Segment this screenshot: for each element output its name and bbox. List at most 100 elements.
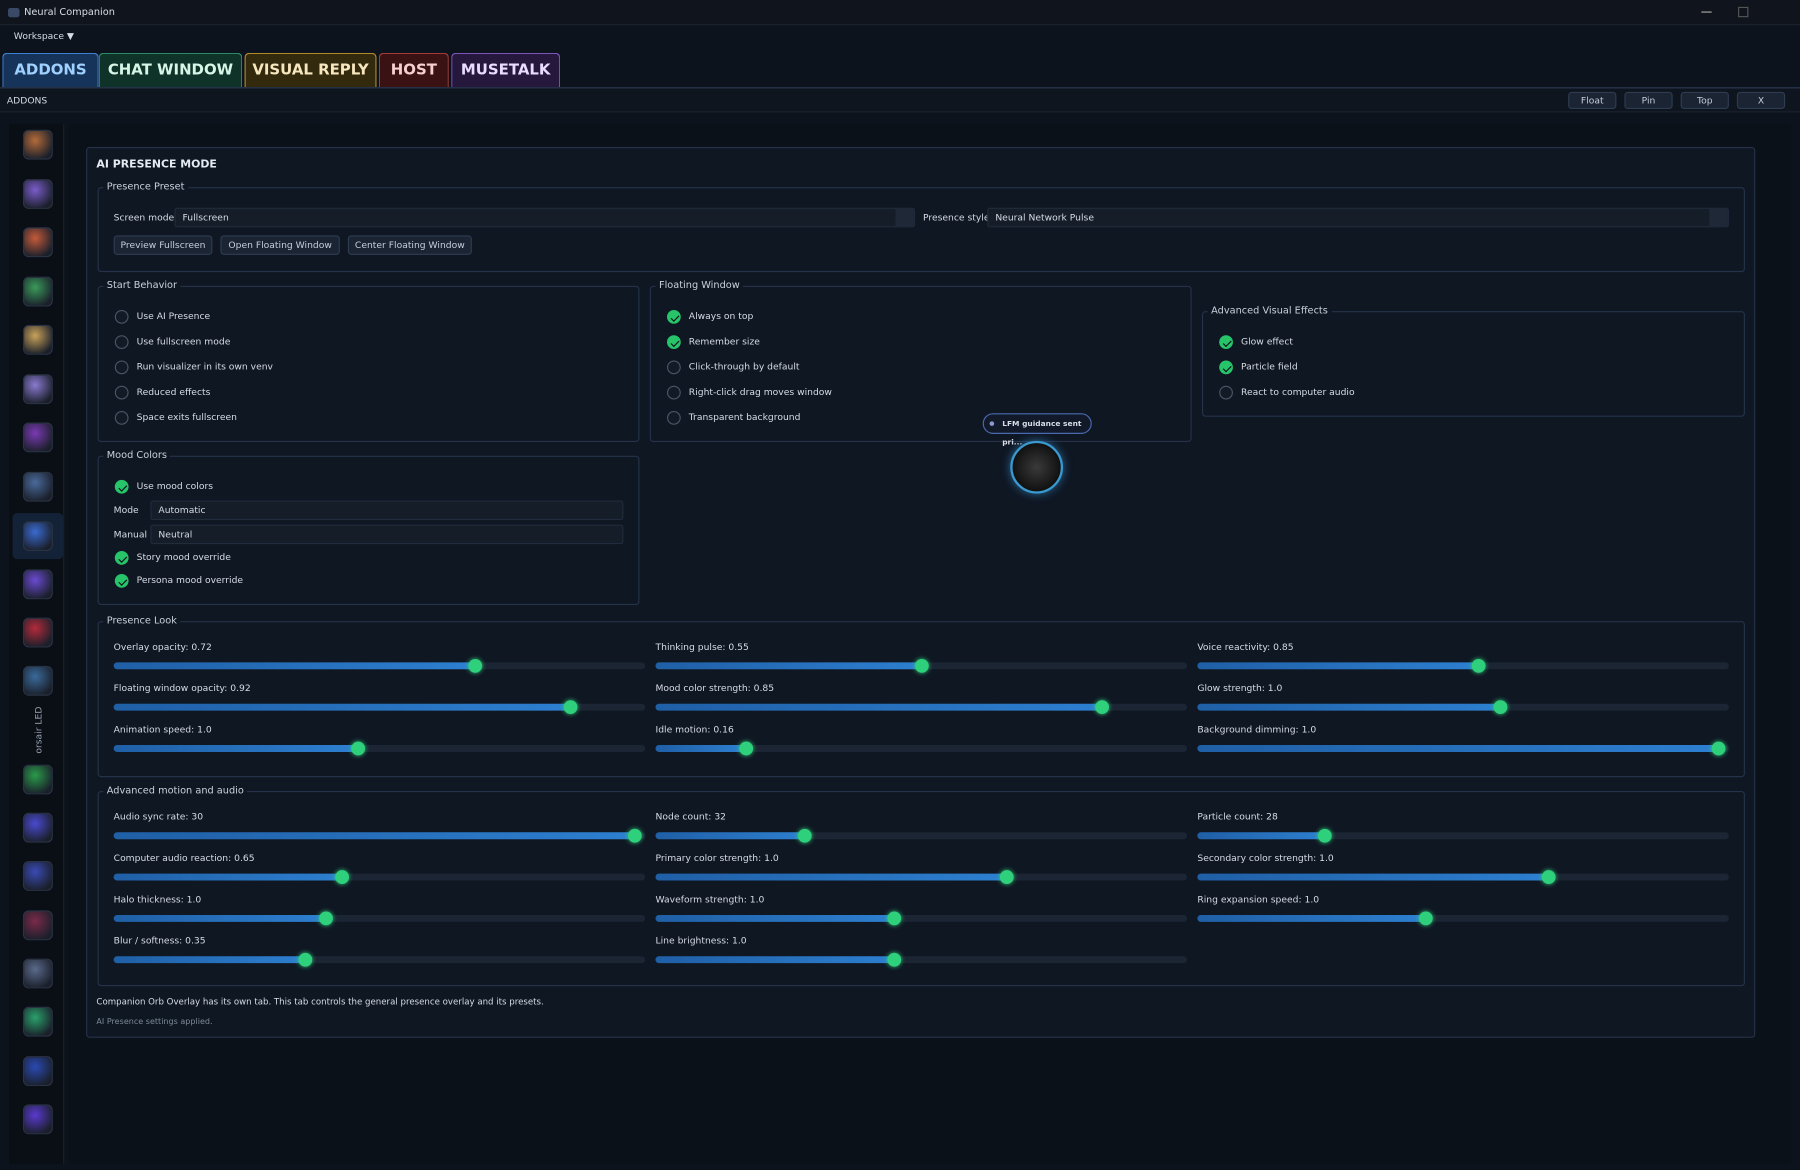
- sidebar-icon[interactable]: [22, 958, 53, 989]
- sidebar-icon[interactable]: [22, 617, 53, 648]
- slider-track[interactable]: [113, 741, 646, 756]
- slider-handle[interactable]: [1711, 741, 1726, 756]
- slider-handle[interactable]: [1493, 700, 1508, 715]
- sidebar-icon[interactable]: [22, 569, 53, 600]
- sidebar-icon[interactable]: [22, 179, 53, 209]
- slider-handle[interactable]: [797, 828, 812, 843]
- sidebar-icon[interactable]: [22, 812, 53, 843]
- checkbox-label[interactable]: Remember size: [688, 336, 760, 347]
- checkbox[interactable]: [666, 309, 681, 324]
- sidebar-icon[interactable]: [22, 276, 53, 307]
- slider-handle[interactable]: [563, 700, 578, 715]
- checkbox-label[interactable]: Space exits fullscreen: [136, 412, 237, 423]
- sidebar-icon[interactable]: [22, 1104, 53, 1135]
- checkbox-label[interactable]: Story mood override: [136, 552, 231, 563]
- sidebar-icon[interactable]: [22, 374, 53, 405]
- tab[interactable]: CHAT WINDOW: [98, 52, 243, 88]
- checkbox[interactable]: [114, 335, 129, 349]
- minimize-button[interactable]: [1701, 7, 1712, 13]
- checkbox[interactable]: [666, 335, 681, 349]
- slider-track[interactable]: [1197, 870, 1729, 884]
- checkbox-label[interactable]: Always on top: [688, 311, 754, 322]
- checkbox[interactable]: [114, 360, 129, 375]
- dropdown[interactable]: Fullscreen: [174, 207, 915, 228]
- tab[interactable]: VISUAL REPLY: [244, 52, 377, 88]
- sidebar-icon[interactable]: [22, 521, 53, 552]
- close-button[interactable]: [1775, 7, 1785, 17]
- slider-track[interactable]: [113, 700, 646, 715]
- checkbox[interactable]: [1219, 385, 1233, 400]
- slider-handle[interactable]: [738, 741, 753, 756]
- slider-handle[interactable]: [1541, 870, 1556, 884]
- slider-track[interactable]: [1197, 658, 1729, 673]
- tab[interactable]: HOST: [378, 52, 449, 88]
- tab[interactable]: ADDONS: [2, 52, 99, 88]
- checkbox-label[interactable]: Click-through by default: [688, 361, 800, 372]
- slider-track[interactable]: [655, 870, 1188, 884]
- slider-handle[interactable]: [1095, 700, 1109, 715]
- checkbox-label[interactable]: Particle field: [1240, 361, 1298, 372]
- sidebar-icon[interactable]: [22, 422, 53, 453]
- slider-track[interactable]: [113, 658, 646, 673]
- slider-track[interactable]: [655, 952, 1188, 967]
- checkbox-label[interactable]: Reduced effects: [136, 386, 211, 398]
- sidebar-icon[interactable]: [22, 1006, 53, 1037]
- checkbox[interactable]: [114, 551, 129, 565]
- slider-track[interactable]: [1197, 741, 1729, 756]
- sidebar-icon[interactable]: [22, 910, 53, 941]
- slider-handle[interactable]: [351, 741, 366, 756]
- panel-button[interactable]: Pin: [1624, 91, 1673, 110]
- panel-button[interactable]: Float: [1568, 91, 1617, 110]
- slider-handle[interactable]: [319, 911, 334, 926]
- action-button[interactable]: Open Floating Window: [220, 235, 340, 255]
- slider-handle[interactable]: [1419, 911, 1433, 926]
- slider-track[interactable]: [113, 911, 646, 926]
- slider-track[interactable]: [113, 828, 646, 843]
- sidebar-icon[interactable]: [22, 861, 53, 891]
- slider-track[interactable]: [113, 952, 646, 967]
- checkbox[interactable]: [1219, 360, 1233, 375]
- checkbox[interactable]: [114, 574, 129, 588]
- slider-track[interactable]: [113, 870, 646, 884]
- panel-button[interactable]: X: [1736, 91, 1786, 110]
- checkbox-label[interactable]: Use fullscreen mode: [136, 336, 231, 347]
- checkbox-label[interactable]: Use AI Presence: [136, 311, 211, 322]
- checkbox-label[interactable]: Right-click drag moves window: [688, 386, 832, 398]
- slider-handle[interactable]: [1318, 828, 1332, 843]
- slider-track[interactable]: [655, 741, 1188, 756]
- sidebar-icon[interactable]: [22, 1056, 53, 1087]
- checkbox-label[interactable]: Persona mood override: [136, 575, 244, 586]
- slider-handle[interactable]: [887, 911, 902, 926]
- dropdown[interactable]: Neural Network Pulse: [987, 207, 1729, 228]
- slider-track[interactable]: [655, 700, 1188, 715]
- slider-handle[interactable]: [887, 952, 902, 967]
- slider-track[interactable]: [1197, 911, 1729, 926]
- tab[interactable]: MUSETALK: [451, 52, 561, 88]
- checkbox-label[interactable]: Run visualizer in its own venv: [136, 361, 273, 372]
- checkbox[interactable]: [666, 360, 681, 375]
- maximize-button[interactable]: [1738, 6, 1749, 18]
- action-button[interactable]: Center Floating Window: [347, 235, 472, 255]
- checkbox-label[interactable]: Glow effect: [1240, 336, 1293, 347]
- slider-track[interactable]: [1197, 828, 1729, 843]
- checkbox[interactable]: [114, 385, 129, 400]
- slider-handle[interactable]: [335, 870, 350, 884]
- dropdown[interactable]: Neutral: [150, 524, 624, 545]
- workspace-menu[interactable]: Workspace ▼: [13, 30, 74, 42]
- slider-handle[interactable]: [1472, 658, 1486, 673]
- checkbox-label[interactable]: Use mood colors: [136, 481, 214, 492]
- sidebar-icon[interactable]: [22, 324, 53, 355]
- action-button[interactable]: Preview Fullscreen: [113, 235, 213, 255]
- sidebar-icon[interactable]: [22, 665, 53, 696]
- checkbox[interactable]: [114, 479, 129, 494]
- slider-handle[interactable]: [298, 952, 312, 967]
- slider-handle[interactable]: [914, 658, 929, 673]
- dropdown[interactable]: Automatic: [150, 500, 624, 521]
- checkbox-label[interactable]: React to computer audio: [1240, 386, 1355, 398]
- checkbox[interactable]: [666, 410, 681, 425]
- slider-handle[interactable]: [627, 828, 642, 843]
- checkbox-label[interactable]: Transparent background: [688, 412, 801, 423]
- sidebar-icon[interactable]: [22, 227, 53, 258]
- checkbox[interactable]: [666, 385, 681, 400]
- checkbox[interactable]: [114, 410, 129, 425]
